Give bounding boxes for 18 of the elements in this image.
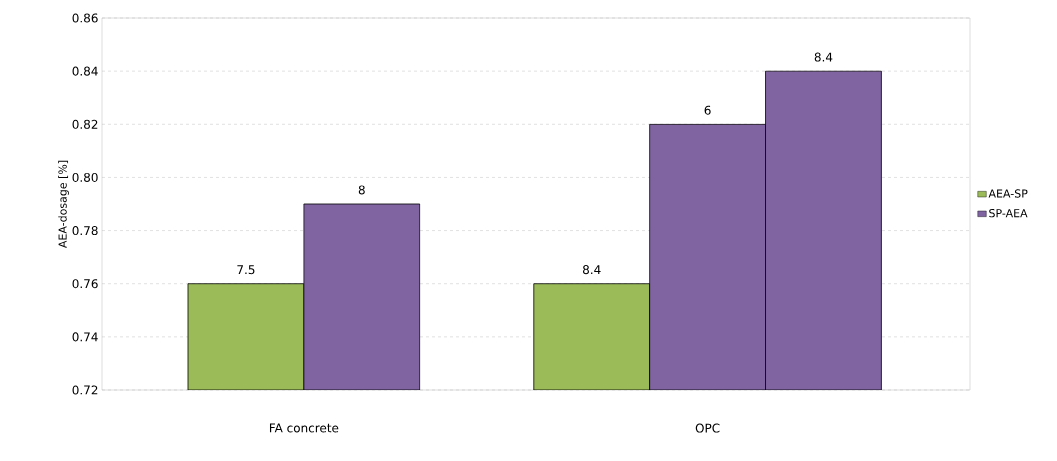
y-tick-label: 0.82 bbox=[72, 119, 98, 129]
annotation: 8 bbox=[358, 185, 365, 195]
y-tick-label: 0.80 bbox=[72, 172, 98, 182]
y-tick-label: 0.78 bbox=[72, 226, 98, 236]
legend-label: AEA-SP bbox=[988, 189, 1028, 198]
y-tick-label: 0.74 bbox=[72, 332, 98, 342]
y-tick-label: 0.76 bbox=[72, 279, 98, 289]
y-tick-label: 0.86 bbox=[72, 13, 98, 23]
annotation: 8.4 bbox=[582, 265, 601, 275]
legend-label: SP-AEA bbox=[989, 209, 1028, 218]
annotation: 8.4 bbox=[814, 52, 833, 62]
annotation: 6 bbox=[704, 105, 711, 115]
y-tick-label: 0.72 bbox=[72, 385, 98, 395]
x-tick-label: FA concrete bbox=[269, 423, 339, 433]
y-axis-title: AEA-dosage [%] bbox=[58, 160, 69, 249]
annotation: 7.5 bbox=[237, 265, 255, 275]
x-tick-label: OPC bbox=[695, 423, 720, 433]
y-tick-label: 0.84 bbox=[72, 66, 98, 76]
